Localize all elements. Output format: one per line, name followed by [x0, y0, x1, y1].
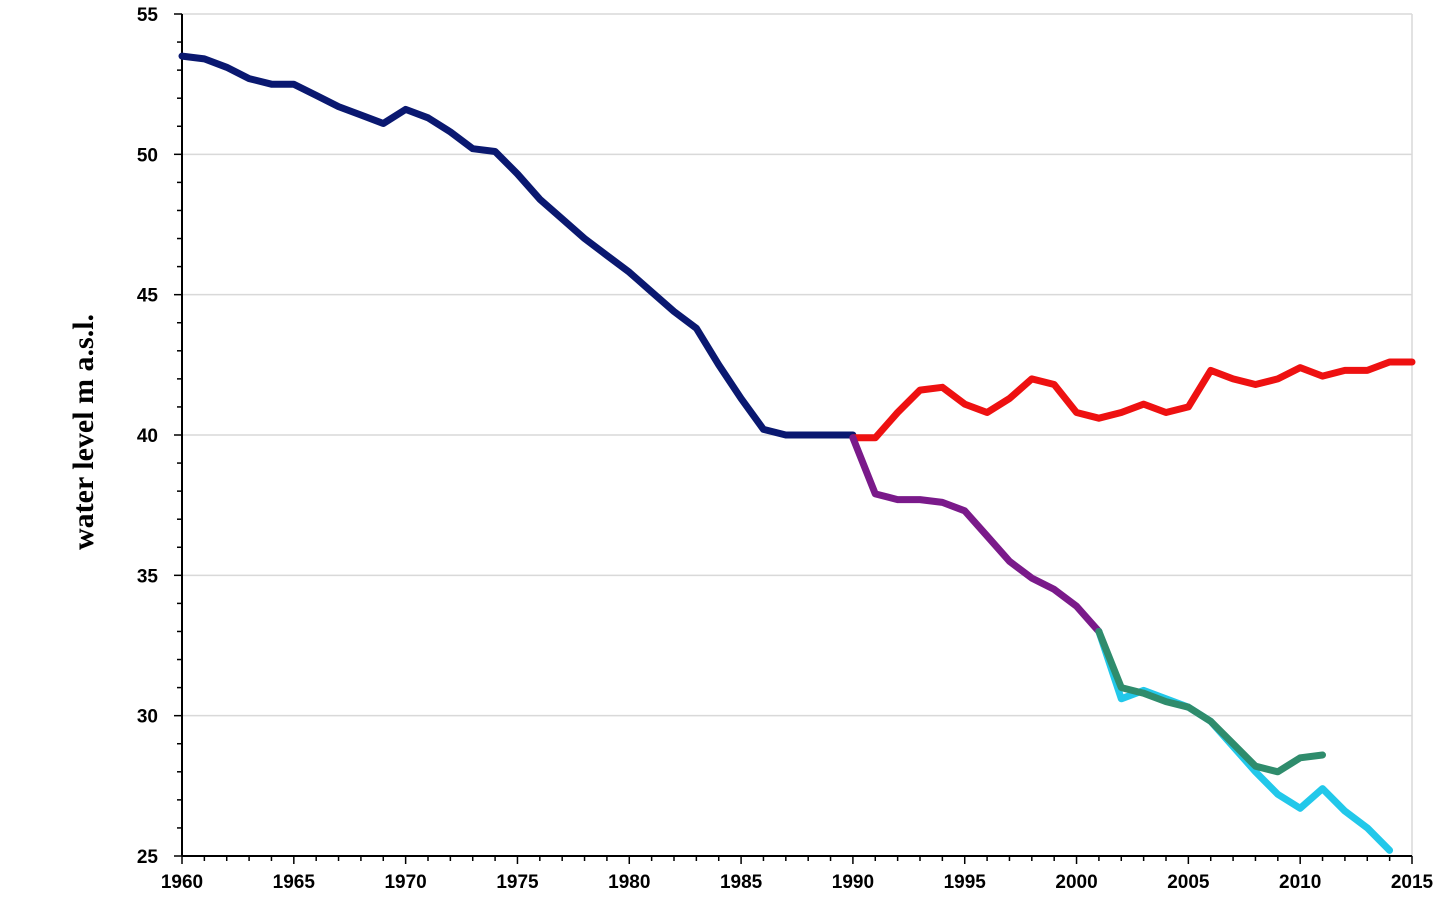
y-tick-label: 30 [137, 707, 158, 728]
y-tick-label: 40 [137, 426, 158, 447]
y-tick-label: 55 [137, 5, 159, 26]
x-tick-label: 2000 [1055, 872, 1097, 893]
x-tick-label: 1975 [496, 872, 539, 893]
y-tick-label: 35 [137, 566, 159, 587]
axes [174, 13, 1413, 864]
x-tick-label: 1995 [944, 872, 987, 893]
series-line-4 [1095, 628, 1394, 854]
y-axis-title: water level m a.s.l. [67, 314, 100, 550]
tick-labels: 25 30 35 40 45 50 55 1960 1965 1970 1975 1980 1985 19… [137, 5, 1434, 893]
series-line-3 [849, 434, 1103, 635]
y-tick-label: 50 [137, 145, 158, 166]
series-line-2 [849, 358, 1416, 442]
x-tick-label: 2015 [1391, 872, 1434, 893]
y-tick-label: 45 [137, 286, 159, 307]
x-tick-label: 2010 [1279, 872, 1321, 893]
x-tick-label: 1980 [608, 872, 650, 893]
x-tick-label: 1960 [161, 872, 203, 893]
series-line-1 [178, 52, 857, 439]
x-tick-label: 1990 [832, 872, 874, 893]
x-tick-label: 1965 [273, 872, 316, 893]
y-tick-label: 25 [137, 847, 159, 868]
x-tick-label: 1985 [720, 872, 763, 893]
x-tick-label: 1970 [384, 872, 426, 893]
series-lines [178, 52, 1416, 854]
series-line-5 [1095, 628, 1326, 776]
x-tick-label: 2005 [1167, 872, 1210, 893]
